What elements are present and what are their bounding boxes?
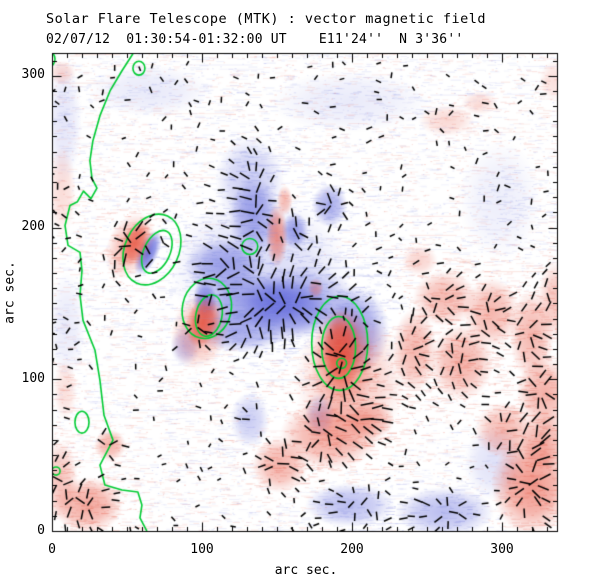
plot-title: Solar Flare Telescope (MTK) : vector mag…	[46, 11, 487, 27]
y-tick-label-0: 0	[37, 523, 45, 538]
y-axis-label: arc sec.	[2, 261, 18, 324]
x-axis-label: arc sec.	[274, 563, 338, 578]
x-tick-label-200: 200	[340, 542, 364, 557]
x-tick-label-300: 300	[490, 542, 514, 557]
y-tick-label-300: 300	[21, 67, 45, 82]
x-tick-label-100: 100	[190, 542, 214, 557]
plot-subtitle: 02/07/12 01:30:54-01:32:00 UT E11'24'' N…	[46, 32, 464, 47]
y-tick-label-200: 200	[21, 219, 45, 234]
x-tick-label-0: 0	[48, 542, 56, 557]
y-tick-label-100: 100	[21, 371, 45, 386]
